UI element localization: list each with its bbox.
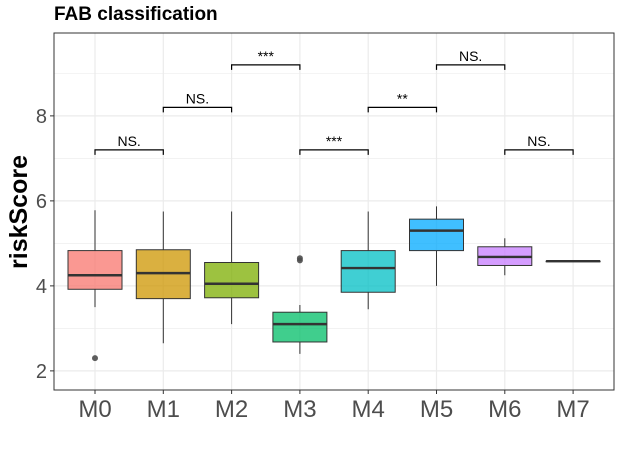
plot-border xyxy=(53,32,615,391)
box-m5 xyxy=(409,206,464,286)
comparison-m0-m1: NS. xyxy=(94,133,164,155)
box-m4 xyxy=(340,211,396,310)
comparison-bracket xyxy=(504,149,574,155)
grid-layer xyxy=(54,33,614,390)
x-tick-label: M6 xyxy=(488,396,521,423)
comparison-bracket xyxy=(299,149,369,155)
box-body xyxy=(409,218,464,252)
box-m7 xyxy=(545,260,601,263)
comparison-label: NS. xyxy=(459,48,482,64)
x-tick-label: M5 xyxy=(420,396,453,423)
axis-layer: 2 4 6 8 M0 M1 M2 M3 M4 M5 M6 M7 xyxy=(36,106,590,423)
box-m1 xyxy=(135,211,191,344)
comparison-bracket xyxy=(162,106,233,113)
chart-title: FAB classification xyxy=(54,4,218,25)
x-tick-label: M1 xyxy=(147,396,180,423)
box-layer xyxy=(67,206,601,362)
x-tick-label: M7 xyxy=(556,396,589,423)
y-tick-label: 8 xyxy=(36,106,47,128)
outlier-point xyxy=(92,355,98,362)
comparison-bracket xyxy=(94,149,164,155)
y-tick-label: 6 xyxy=(36,191,47,213)
box-body xyxy=(340,250,396,293)
comparison-m6-m7: NS. xyxy=(504,133,574,155)
box-body xyxy=(272,311,328,343)
box-m2 xyxy=(204,211,260,325)
box-m3 xyxy=(272,255,328,354)
x-tick-label: M2 xyxy=(215,396,248,423)
comparison-label: NS. xyxy=(117,133,140,149)
comparison-m4-m5: ** xyxy=(367,90,438,113)
comparison-m2-m3: *** xyxy=(231,48,301,70)
comparison-label: *** xyxy=(326,133,343,149)
outlier-point xyxy=(296,255,303,262)
x-tick-label: M4 xyxy=(352,396,385,423)
comparison-bracket xyxy=(231,64,301,70)
x-tick-label: M0 xyxy=(78,396,111,423)
comparison-label: *** xyxy=(258,48,275,64)
y-tick-label: 2 xyxy=(36,361,47,383)
comparison-m1-m2: NS. xyxy=(162,90,233,113)
comparison-label: NS. xyxy=(186,90,209,106)
box-m0 xyxy=(67,210,123,362)
comparison-layer: NS.NS.********NS.NS. xyxy=(94,48,574,155)
comparison-m3-m4: *** xyxy=(299,133,369,155)
comparison-m5-m6: NS. xyxy=(435,48,506,70)
x-tick-label: M3 xyxy=(283,396,316,423)
box-body xyxy=(204,262,260,299)
y-tick-label: 4 xyxy=(36,276,47,298)
comparison-label: NS. xyxy=(527,133,550,149)
comparison-bracket xyxy=(367,106,438,113)
comparison-label: ** xyxy=(397,90,408,106)
y-axis-label: riskScore xyxy=(5,155,33,269)
box-body xyxy=(67,250,123,290)
box-m6 xyxy=(477,238,533,276)
comparison-bracket xyxy=(435,64,506,70)
